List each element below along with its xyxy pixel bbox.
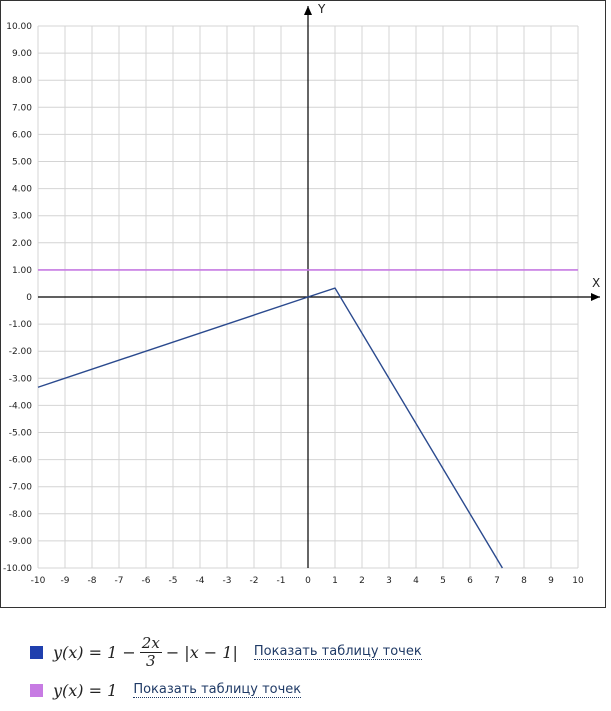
show-points-table-link-2[interactable]: Показать таблицу точек xyxy=(133,682,302,698)
y-tick-label: 2.00 xyxy=(12,239,32,249)
y-tick-label: -9.00 xyxy=(9,537,33,547)
y-tick-label: 6.00 xyxy=(12,130,32,140)
y-tick-label: 1.00 xyxy=(12,266,32,276)
x-tick-label: 6 xyxy=(467,576,473,586)
y-tick-label: -6.00 xyxy=(9,456,33,466)
x-tick-label: 10 xyxy=(572,576,584,586)
tick-labels: -10 -9 -8 -7 -6 -5 -4 -3 -2 -1 0 1 2 3 4 5 6 7 8 9 1010.009.… xyxy=(3,22,584,586)
fraction-numerator: 2x xyxy=(139,633,162,653)
y-tick-label: -10.00 xyxy=(3,564,32,574)
y-tick-label: -5.00 xyxy=(9,429,33,439)
x-tick-label: -5 xyxy=(169,576,178,586)
x-tick-label: -2 xyxy=(250,576,259,586)
x-tick-label: -3 xyxy=(223,576,232,586)
y-tick-label: -8.00 xyxy=(9,510,33,520)
legend-item-2: y(x) = 1 Показать таблицу точек xyxy=(30,676,302,704)
y-tick-label: 5.00 xyxy=(12,158,32,168)
show-points-table-link-1[interactable]: Показать таблицу точек xyxy=(253,644,422,660)
legend-swatch-2 xyxy=(30,683,43,697)
y-tick-label: -7.00 xyxy=(9,483,33,493)
x-tick-label: -8 xyxy=(88,576,97,586)
formula-1-rhs: − |x − 1| xyxy=(165,642,238,662)
x-tick-label: 7 xyxy=(494,576,500,586)
x-axis-arrow xyxy=(591,293,600,301)
series-lines xyxy=(37,269,578,569)
formula-1-fraction: 2x 3 xyxy=(139,633,162,670)
y-tick-label: 8.00 xyxy=(12,76,32,86)
x-tick-label: 0 xyxy=(305,576,311,586)
y-tick-label: -2.00 xyxy=(9,347,33,357)
x-tick-label: 4 xyxy=(413,576,419,586)
formula-1-lhs: y(x) = 1 − xyxy=(53,642,136,662)
legend-formula-2: y(x) = 1 xyxy=(53,680,118,700)
x-tick-label: 8 xyxy=(521,576,527,586)
y-tick-label: 9.00 xyxy=(12,49,32,59)
y-tick-label: -3.00 xyxy=(9,374,33,384)
x-tick-label: -4 xyxy=(196,576,205,586)
y-tick-label: -4.00 xyxy=(9,401,33,411)
x-tick-label: 2 xyxy=(359,576,365,586)
x-tick-label: -10 xyxy=(31,576,46,586)
x-tick-label: -6 xyxy=(142,576,151,586)
x-tick-label: 9 xyxy=(548,576,554,586)
y-tick-label: 0 xyxy=(26,293,32,303)
y-tick-label: 4.00 xyxy=(12,185,32,195)
y-tick-label: -1.00 xyxy=(9,320,33,330)
x-tick-label: 1 xyxy=(332,576,338,586)
x-tick-label: 3 xyxy=(386,576,392,586)
fraction-denominator: 3 xyxy=(146,651,156,670)
x-tick-label: -9 xyxy=(61,576,70,586)
function-plot: -10 -9 -8 -7 -6 -5 -4 -3 -2 -1 0 1 2 3 4 5 6 7 8 9 1010.009.… xyxy=(3,2,600,586)
y-tick-label: 10.00 xyxy=(6,22,32,32)
legend-formula-1: y(x) = 1 − 2x 3 − |x − 1| xyxy=(53,633,238,670)
legend-item-1: y(x) = 1 − 2x 3 − |x − 1| Показать табли… xyxy=(30,634,422,669)
x-tick-label: -7 xyxy=(115,576,124,586)
x-tick-label: 5 xyxy=(440,576,446,586)
axes xyxy=(38,6,600,568)
legend-swatch-1 xyxy=(30,645,43,659)
series-line-1 xyxy=(37,287,504,569)
y-axis-label: Y xyxy=(317,2,326,16)
y-tick-label: 7.00 xyxy=(12,103,32,113)
plot-frame xyxy=(0,0,606,608)
y-tick-label: 3.00 xyxy=(12,212,32,222)
x-axis-label: X xyxy=(592,276,600,290)
x-tick-label: -1 xyxy=(277,576,286,586)
y-axis-arrow xyxy=(304,6,312,15)
